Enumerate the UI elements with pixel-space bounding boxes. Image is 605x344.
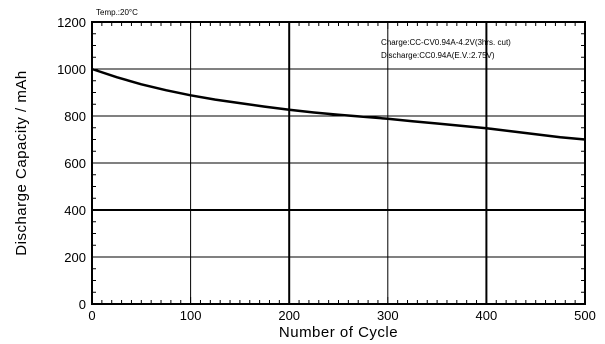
tick-labels: 0 100 200 300 400 500 0 200 400 600 800 1000 1200 (57, 15, 596, 323)
x-tick-label: 200 (278, 308, 300, 323)
discharge-condition-note: Discharge:CC0.94A(E.V.:2.75V) (381, 51, 495, 60)
x-tick-label: 0 (88, 308, 95, 323)
y-axis-title: Discharge Capacity / mAh (13, 70, 30, 255)
y-tick-label: 200 (64, 250, 86, 265)
y-tick-label: 800 (64, 109, 86, 124)
temperature-note: Temp.:20°C (96, 8, 138, 17)
grid (92, 22, 585, 304)
y-tick-label: 0 (79, 297, 86, 312)
y-tick-label: 1200 (57, 15, 86, 30)
x-tick-label: 100 (180, 308, 202, 323)
charge-condition-note: Charge:CC-CV0.94A-4.2V(3hrs. cut) (381, 38, 511, 47)
y-tick-label: 600 (64, 156, 86, 171)
x-tick-label: 400 (476, 308, 498, 323)
x-tick-label: 300 (377, 308, 399, 323)
x-tick-label: 500 (574, 308, 596, 323)
series-line (91, 67, 586, 141)
y-tick-label: 400 (64, 203, 86, 218)
y-tick-label: 1000 (57, 62, 86, 77)
x-axis-title: Number of Cycle (279, 324, 398, 341)
plot-frame (91, 21, 586, 305)
